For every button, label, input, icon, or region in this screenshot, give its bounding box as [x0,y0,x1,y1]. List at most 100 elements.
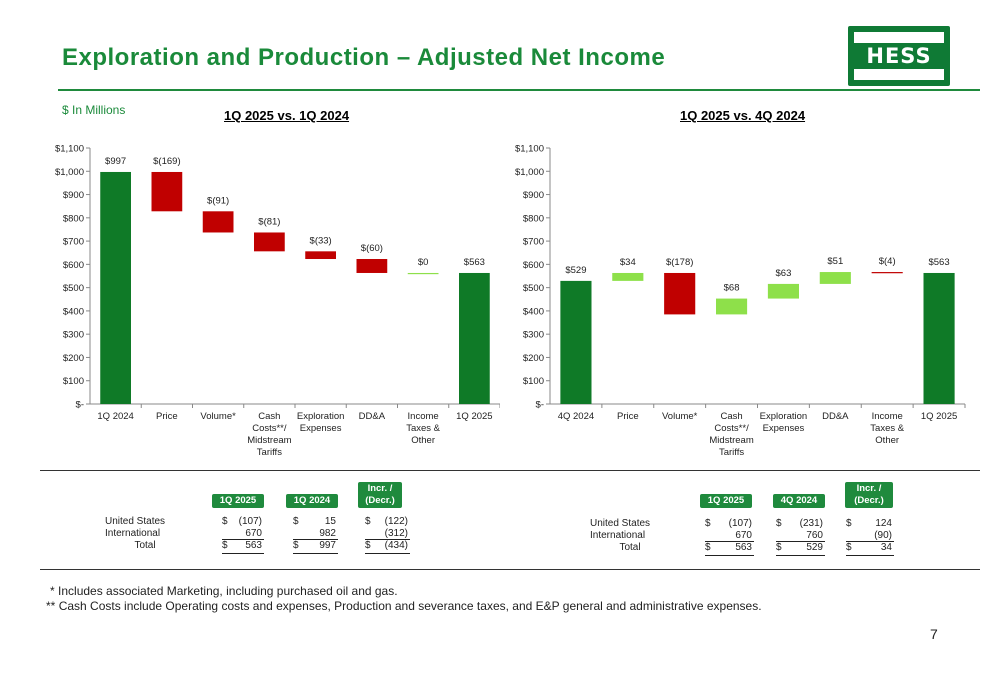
waterfall-bar [151,171,183,212]
dollar-sign: $ [846,518,852,529]
data-label: $(4) [879,256,896,267]
data-label: $51 [827,256,843,267]
waterfall-bar [819,272,851,284]
y-tick-label: $700 [63,237,84,248]
data-label: $0 [418,257,429,268]
summary-table-left: 1Q 2025 1Q 2024 Incr. / (Decr.) United S… [90,478,430,563]
data-label: $(81) [258,216,280,227]
y-tick-label: $800 [523,213,544,224]
subtotal-line [846,541,894,542]
table-cell: 563 [735,542,752,553]
category-label: 4Q 2024 [558,411,594,422]
y-tick-label: $900 [523,190,544,201]
row-label: United States [105,516,166,527]
waterfall-bar [254,232,285,252]
category-label: 1Q 2025 [456,411,492,422]
waterfall-bar [871,272,903,274]
y-tick-label: $200 [523,353,544,364]
table-cell: 670 [245,528,262,539]
y-tick-label: $600 [523,260,544,271]
data-label: $(91) [207,195,229,206]
dollar-sign: $ [705,518,711,529]
y-tick-label: $- [536,400,544,411]
footnote-text: Includes associated Marketing, including… [58,584,398,598]
waterfall-bar [356,259,388,273]
table-cell: (107) [238,516,262,527]
subtotal-line [776,541,825,542]
dollar-sign: $ [222,540,228,551]
data-label: $529 [565,265,586,276]
data-label: $(33) [310,235,332,246]
row-label: Total [619,542,641,553]
y-tick-label: $600 [63,260,84,271]
table-header: 1Q 2025 [700,494,752,508]
footnote-marker: * [50,584,55,598]
y-tick-label: $1,100 [55,144,84,155]
category-label: 1Q 2025 [921,411,957,422]
data-label: $34 [620,257,636,268]
data-label: $997 [105,156,126,167]
data-label: $68 [724,283,740,294]
waterfall-bar [612,272,644,281]
total-line [705,555,754,556]
category-label: Price [617,411,639,422]
data-label: $(60) [361,243,383,254]
waterfall-bar [767,283,799,299]
waterfall-bar [407,272,439,275]
waterfall-chart-left: $- $100 $200 $300 $400 $500 $600 $700 $800 $900 $1… [55,144,500,458]
dollar-sign: $ [222,516,228,527]
table-cell: 760 [806,530,823,541]
category-label: 1Q 2024 [97,411,133,422]
table-header: 1Q 2025 [212,494,264,508]
category-label: Price [156,411,178,422]
dollar-sign: $ [776,518,782,529]
dollar-sign: $ [365,516,371,527]
data-label: $(178) [666,257,693,268]
data-label: $563 [928,257,949,268]
total-line [776,555,825,556]
dollar-sign: $ [293,540,299,551]
table-cell: 982 [319,528,336,539]
y-tick-label: $400 [63,306,84,317]
table-cell: 997 [319,540,336,551]
row-label: United States [590,518,651,529]
y-tick-label: $700 [523,237,544,248]
table-cell: (90) [874,530,892,541]
y-tick-label: $1,100 [515,144,544,155]
y-tick-label: $500 [63,283,84,294]
waterfall-bar [716,298,748,315]
y-tick-label: $100 [523,376,544,387]
hess-logo: HESS [848,26,950,86]
units-label: $ In Millions [62,103,126,117]
total-line [846,555,894,556]
footnote-text: Cash Costs include Operating costs and e… [58,599,762,613]
category-label: Income Taxes & Other [870,411,904,446]
data-label: $(169) [153,156,180,167]
table-cell: (231) [799,518,823,529]
table-header: 1Q 2024 [286,494,338,508]
table-cell: 34 [880,542,892,553]
table-header: 4Q 2024 [773,494,825,508]
category-label: Exploration Expenses [297,411,345,434]
summary-table-right: 1Q 2025 4Q 2024 Incr. / (Decr.) United S… [575,480,915,565]
subtotal-line [365,539,410,540]
table-cell: (434) [384,540,408,551]
chart-title-right: 1Q 2025 vs. 4Q 2024 [680,108,806,123]
y-tick-label: $300 [63,330,84,341]
waterfall-bar [100,171,131,404]
y-tick-label: $900 [63,190,84,201]
y-tick-label: $1,000 [515,167,544,178]
section-divider [40,569,980,570]
page-number: 7 [930,626,938,642]
category-label: Volume* [200,411,236,422]
subtotal-line [705,541,754,542]
y-tick-label: $1,000 [55,167,84,178]
y-tick-label: $800 [63,213,84,224]
dollar-sign: $ [293,516,299,527]
waterfall-bar [560,280,592,404]
waterfall-chart-right: $- $100 $200 $300 $400 $500 $600 $700 $800 $900 $1… [515,144,966,458]
y-tick-label: $200 [63,353,84,364]
waterfall-bar [664,272,696,315]
footnote-2: ** Cash Costs include Operating costs an… [46,599,762,613]
category-label: Cash Costs**/Midstream Tariffs [247,411,291,458]
